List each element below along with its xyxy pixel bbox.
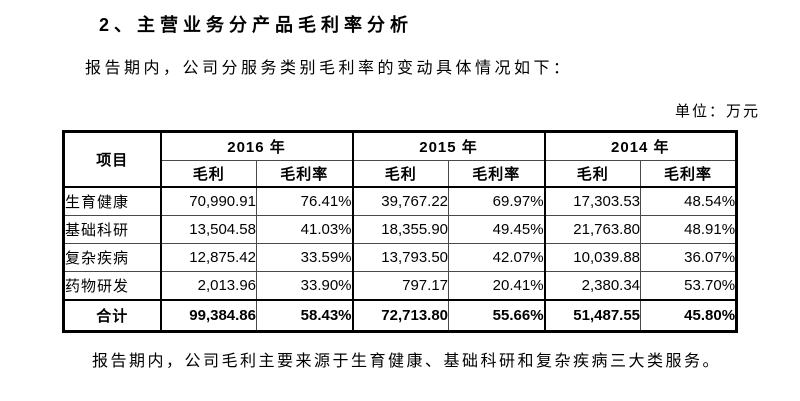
- table-cell: 76.41%: [255, 186, 353, 216]
- table-cell: 797.17: [351, 271, 449, 300]
- table-cell: 10,039.88: [543, 243, 641, 272]
- header-year-2015: 2015 年: [351, 131, 545, 161]
- row-label: 复杂疾病: [63, 243, 161, 272]
- header-gross-margin-2016: 毛利率: [255, 160, 353, 187]
- header-gross-margin-2015: 毛利率: [448, 160, 545, 187]
- table-cell: 42.07%: [448, 243, 545, 272]
- table-total-row: 合计 99,384.86 58.43% 72,713.80 55.66% 51,…: [63, 299, 737, 332]
- unit-label: 单位：万元: [674, 104, 760, 120]
- table-cell: 21,763.80: [543, 215, 641, 244]
- table-cell: 51,487.55: [543, 299, 641, 332]
- table-cell: 12,875.42: [159, 243, 257, 272]
- table-cell: 48.91%: [640, 215, 737, 244]
- table-cell: 2,380.34: [543, 271, 641, 300]
- table-cell: 33.59%: [255, 243, 353, 272]
- table-cell: 58.43%: [255, 299, 353, 332]
- table-cell: 69.97%: [448, 186, 545, 216]
- table-cell: 72,713.80: [351, 299, 449, 332]
- intro-paragraph: 报告期内，公司分服务类别毛利率的变动具体情况如下：: [85, 60, 573, 77]
- table-cell: 99,384.86: [159, 299, 257, 332]
- header-gross-profit-2016: 毛利: [159, 160, 257, 187]
- header-year-2016: 2016 年: [159, 131, 353, 161]
- table-cell: 53.70%: [640, 271, 737, 300]
- table-cell: 41.03%: [255, 215, 353, 244]
- table-row: 复杂疾病 12,875.42 33.59% 13,793.50 42.07% 1…: [63, 243, 737, 272]
- table-row: 生育健康 70,990.91 76.41% 39,767.22 69.97% 1…: [63, 186, 737, 216]
- table-cell: 17,303.53: [543, 186, 641, 216]
- header-gross-profit-2014: 毛利: [543, 160, 641, 187]
- table-row: 基础科研 13,504.58 41.03% 18,355.90 49.45% 2…: [63, 215, 737, 244]
- table-cell: 55.66%: [448, 299, 545, 332]
- table-header-sub-row: 毛利 毛利率 毛利 毛利率 毛利 毛利率: [64, 160, 737, 187]
- table-cell: 2,013.96: [159, 271, 257, 300]
- header-gross-margin-2014: 毛利率: [640, 160, 737, 187]
- header-gross-profit-2015: 毛利: [351, 160, 449, 187]
- row-label: 药物研发: [63, 271, 161, 300]
- table-cell: 20.41%: [448, 271, 545, 300]
- summary-paragraph: 报告期内，公司毛利主要来源于生育健康、基础科研和复杂疾病三大类服务。: [92, 353, 722, 370]
- table-cell: 18,355.90: [351, 215, 449, 244]
- table-cell: 33.90%: [255, 271, 353, 300]
- table-header-year-row: 项目 2016 年 2015 年 2014 年: [64, 131, 737, 169]
- section-heading: 2、主营业务分产品毛利率分析: [99, 15, 414, 35]
- table-cell: 36.07%: [640, 243, 737, 272]
- table-cell: 70,990.91: [159, 186, 257, 216]
- table-cell: 13,504.58: [159, 215, 257, 244]
- row-label: 基础科研: [63, 215, 161, 244]
- header-year-2014: 2014 年: [543, 131, 737, 161]
- table-cell: 45.80%: [640, 299, 737, 332]
- table-cell: 48.54%: [640, 186, 737, 216]
- header-item: 项目: [96, 152, 129, 169]
- gross-margin-table: 项目 2016 年 2015 年 2014 年 毛利 毛利率 毛利 毛利率 毛利…: [62, 130, 739, 333]
- row-label: 生育健康: [63, 186, 161, 216]
- table-cell: 39,767.22: [351, 186, 449, 216]
- table-row: 药物研发 2,013.96 33.90% 797.17 20.41% 2,380…: [63, 271, 737, 300]
- table-cell: 13,793.50: [351, 243, 449, 272]
- total-label: 合计: [63, 299, 161, 332]
- table-cell: 49.45%: [448, 215, 545, 244]
